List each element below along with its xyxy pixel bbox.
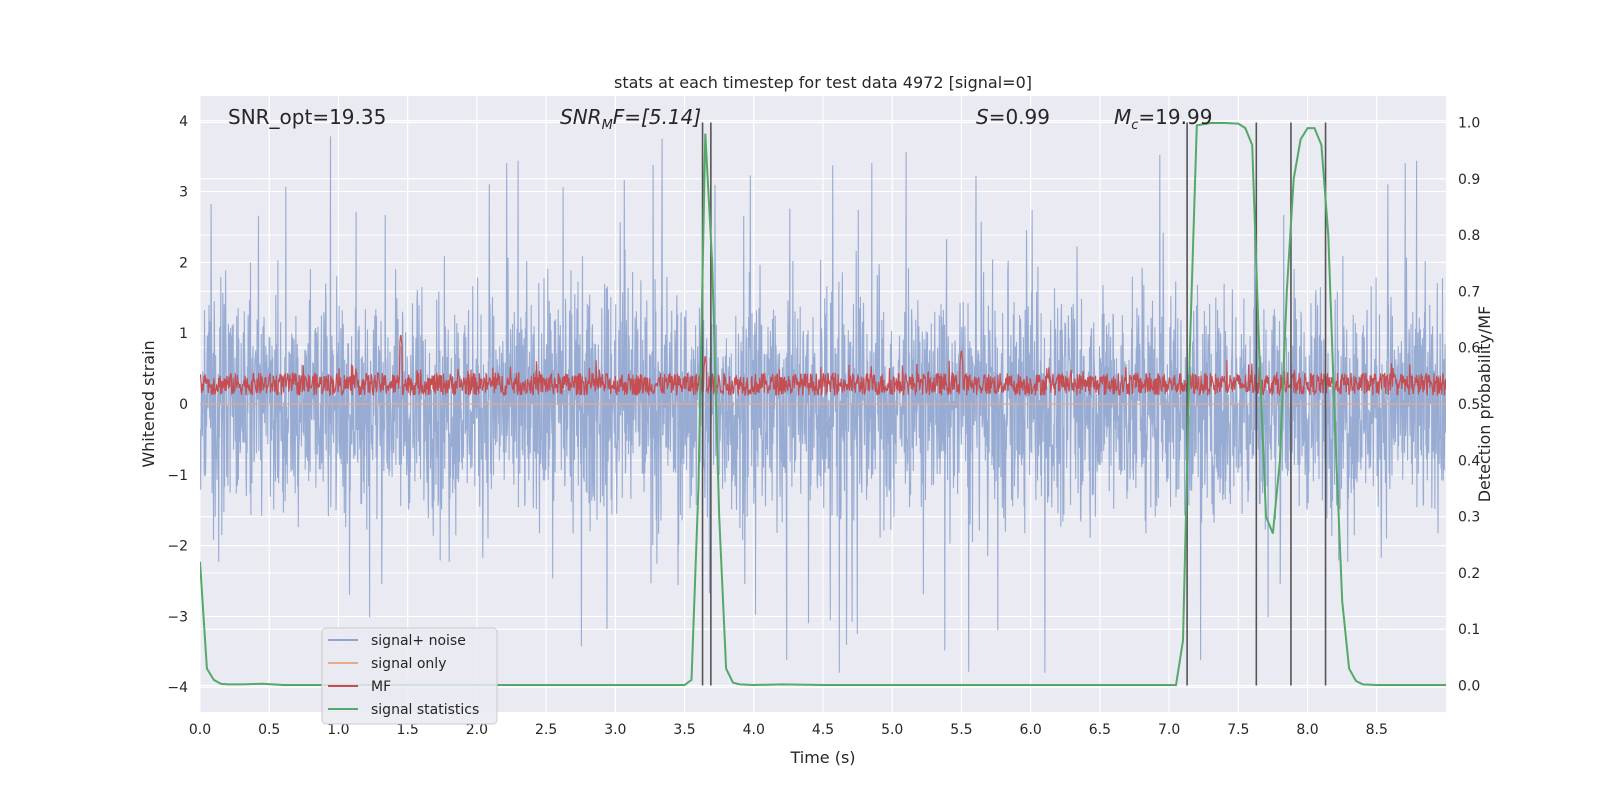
x-tick-label: 3.5 [673,722,695,738]
y-tick-label-right: 0.8 [1458,228,1480,244]
y-tick-label-left: 2 [179,255,188,271]
x-tick-label: 5.5 [950,722,972,738]
x-axis-label: Time (s) [789,748,855,767]
annotation-snr-mf: SNRMF=[5.14] [560,105,701,133]
y-tick-label-left: 4 [179,114,188,130]
snr-mf-value: F=[5.14] [613,105,701,129]
legend-label-signal-noise: signal+ noise [371,633,466,649]
x-tick-label: 1.5 [397,722,419,738]
chart-title: stats at each timestep for test data 497… [614,73,1032,92]
x-tick-label: 1.0 [327,722,349,738]
x-tick-label: 0.5 [258,722,280,738]
x-tick-label: 6.0 [1020,722,1042,738]
legend-label-signal-only: signal only [371,656,446,672]
y-axis-label-left: Whitened strain [139,340,158,467]
x-tick-label: 4.5 [812,722,834,738]
y-tick-label-right: 0.7 [1458,284,1480,300]
x-tick-label: 8.5 [1366,722,1388,738]
series-mf [200,334,1446,398]
y-tick-label-left: −1 [167,468,188,484]
y-tick-label-right: 0.2 [1458,566,1480,582]
legend-label-mf: MF [371,679,391,695]
y-tick-label-left: 0 [179,397,188,413]
series-signal-noise [200,136,1446,673]
y-tick-label-left: −4 [167,680,188,696]
x-tick-label: 8.0 [1296,722,1318,738]
y-tick-label-right: 1.0 [1458,115,1480,131]
y-tick-label-right: 0.0 [1458,679,1480,695]
y-tick-label-right: 0.1 [1458,622,1480,638]
y-tick-label-right: 0.4 [1458,453,1480,469]
y-tick-label-right: 0.6 [1458,341,1480,357]
x-tick-label: 2.0 [466,722,488,738]
data-layer [200,122,1446,687]
annotation-s: S=0.99 [976,105,1050,129]
y-tick-label-left: 1 [179,326,188,342]
snr-mf-subscript: M [602,118,613,133]
legend-box [321,627,498,725]
x-tick-label: 7.0 [1158,722,1180,738]
y-tick-label-right: 0.3 [1458,510,1480,526]
x-tick-label: 5.0 [881,722,903,738]
x-tick-label: 4.0 [743,722,765,738]
x-tick-label: 3.0 [604,722,626,738]
y-tick-label-left: −3 [167,609,188,625]
x-tick-label: 0.0 [189,722,211,738]
mc-subscript: c [1131,118,1138,133]
snr-mf-symbol: SNR [560,105,602,129]
annotation-mc: Mc=19.99 [1114,105,1212,133]
legend-label-signal-statistics: signal statistics [371,702,479,718]
y-axis-label-right: Detection probability/MF [1475,306,1494,503]
legend: signal+ noise signal only MF signal stat… [321,627,498,725]
x-tick-label: 7.5 [1227,722,1249,738]
y-tick-label-right: 0.5 [1458,397,1480,413]
mc-symbol: M [1114,105,1131,129]
s-symbol: S [976,105,989,129]
s-value: =0.99 [989,105,1050,129]
mc-value: =19.99 [1138,105,1212,129]
y-tick-label-left: −2 [167,539,188,555]
x-tick-label: 2.5 [535,722,557,738]
x-tick-label: 6.5 [1089,722,1111,738]
y-tick-label-left: 3 [179,185,188,201]
y-tick-label-right: 0.9 [1458,172,1480,188]
ticks: 0.0 0.5 1.0 1.5 2.0 2.5 3.0 3.5 4.0 4.5 5.0 5.5 6.0 6… [167,114,1480,738]
annotation-snr-opt: SNR_opt=19.35 [228,105,386,129]
